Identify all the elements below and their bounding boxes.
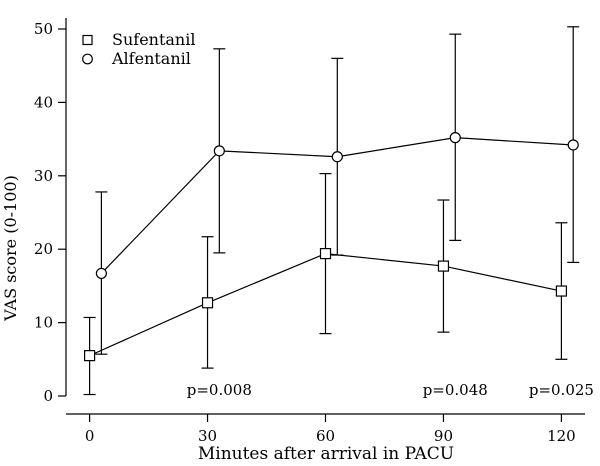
y-tick-label: 0 — [43, 387, 53, 405]
alfentanil-point — [213, 145, 225, 157]
legend-marker-square — [82, 34, 93, 46]
alfentanil-point — [331, 151, 343, 163]
annotations: p=0.008 p=0.048 p=0.025 — [187, 381, 594, 399]
p-value-annotation: p=0.025 — [529, 381, 594, 399]
sufentanil-point — [83, 350, 96, 362]
x-tick-label: 120 — [547, 427, 576, 445]
y-axis-label: VAS score (0-100) — [1, 175, 20, 322]
x-tick-label: 90 — [434, 427, 453, 445]
x-tick-label: 30 — [198, 427, 217, 445]
sufentanil-point — [555, 285, 568, 297]
sufentanil-point — [319, 248, 332, 260]
y-tick-label: 10 — [34, 314, 53, 332]
alfentanil-point — [567, 139, 579, 151]
legend-label: Sufentanil — [112, 30, 195, 49]
y-tick-label: 40 — [34, 93, 53, 111]
x-tick-label: 60 — [316, 427, 335, 445]
legend-label: Alfentanil — [111, 49, 191, 68]
p-value-annotation: p=0.048 — [423, 381, 488, 399]
p-value-annotation: p=0.008 — [187, 381, 252, 399]
sufentanil-point — [201, 297, 214, 309]
series-markers — [83, 132, 579, 362]
series-lines — [89, 137, 574, 357]
y-tick-label: 30 — [34, 167, 53, 185]
y-tick-label: 20 — [34, 240, 53, 258]
error-bars — [83, 26, 580, 396]
sufentanil-point — [437, 260, 450, 272]
alfentanil-point — [95, 267, 107, 280]
axes: 0 10 20 30 40 50 0 30 60 90 120 — [34, 18, 585, 445]
y-tick-label: 50 — [34, 20, 53, 38]
legend-marker-circle — [82, 53, 93, 65]
x-axis-label: Minutes after arrival in PACU — [198, 444, 454, 464]
alfentanil-point — [449, 132, 461, 144]
x-tick-label: 0 — [85, 427, 95, 445]
